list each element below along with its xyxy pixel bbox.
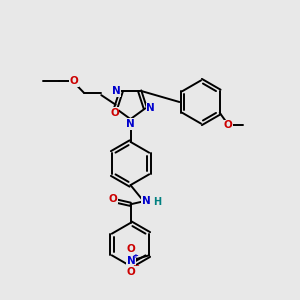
Text: N: N [112, 86, 120, 96]
Text: +: + [133, 253, 138, 259]
Text: N: N [146, 103, 155, 113]
Text: H: H [153, 197, 162, 207]
Text: O: O [127, 244, 136, 254]
Text: −: − [132, 261, 139, 270]
Text: O: O [224, 120, 233, 130]
Text: O: O [127, 267, 136, 277]
Text: O: O [109, 194, 118, 204]
Text: O: O [70, 76, 79, 86]
Text: N: N [127, 256, 136, 266]
Text: N: N [126, 119, 135, 129]
Text: N: N [142, 196, 151, 206]
Text: O: O [110, 107, 119, 118]
